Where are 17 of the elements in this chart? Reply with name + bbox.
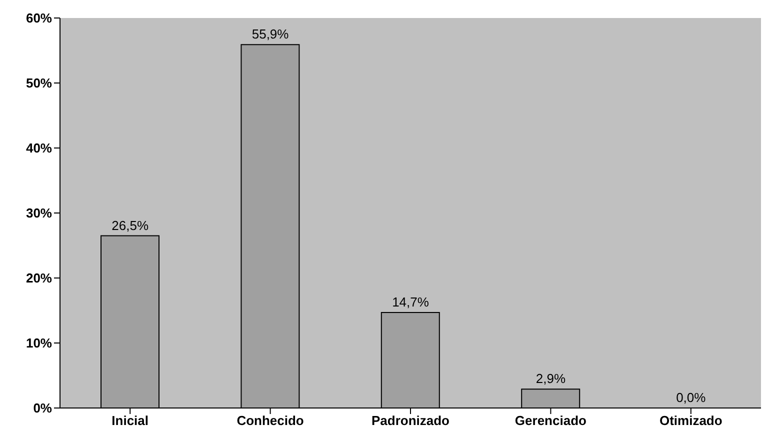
x-tick-label: Conhecido <box>236 413 304 428</box>
y-tick-label: 20% <box>26 270 52 286</box>
data-label: 26,5% <box>112 218 149 233</box>
y-tick-label: 50% <box>26 76 52 91</box>
data-label: 55,9% <box>252 26 290 42</box>
x-tick-label: Padronizado <box>371 413 450 428</box>
x-tick-label: Otimizado <box>659 413 722 428</box>
x-tick-label: Inicial <box>112 413 149 428</box>
y-tick-label: 0% <box>33 400 52 416</box>
data-label: 2,9% <box>536 371 566 386</box>
y-tick-label: 10% <box>26 336 52 351</box>
x-tick-label: Gerenciado <box>514 413 587 428</box>
y-tick-label: 60% <box>26 10 52 26</box>
y-tick-label: 30% <box>26 206 52 221</box>
data-label: 0,0% <box>676 390 706 405</box>
data-label: 14,7% <box>392 294 430 310</box>
y-tick-label: 40% <box>26 140 52 156</box>
